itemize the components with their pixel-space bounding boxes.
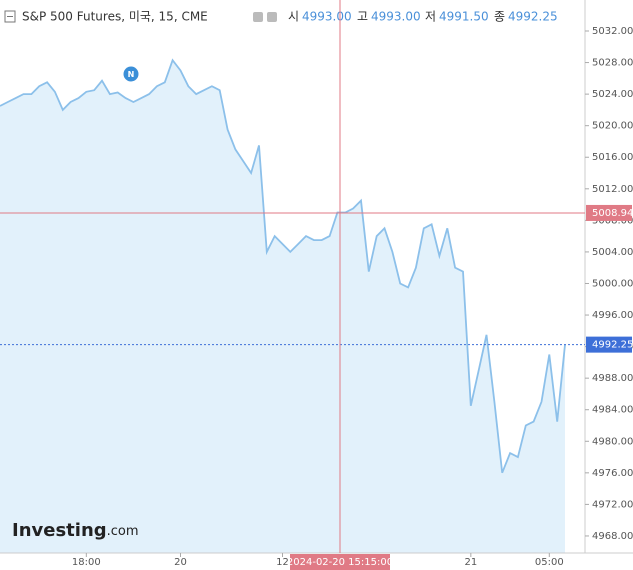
x-tick-label: 05:00 — [535, 557, 564, 568]
settings-icon[interactable] — [267, 12, 277, 22]
area-fill — [0, 60, 565, 553]
symbol-title: S&P 500 Futures, 미국, 15, CME — [22, 10, 208, 24]
y-tick-label: 5020.00 — [592, 121, 633, 132]
ohlc-label: 시 — [288, 10, 299, 24]
x-tick-label: 20 — [174, 557, 187, 568]
logo-suffix: .com — [107, 524, 139, 539]
y-tick-label: 4968.00 — [592, 531, 633, 542]
x-tick-label: 12 — [276, 557, 289, 568]
ohlc-value: 4991.50 — [439, 10, 489, 24]
ohlc-label: 저 — [425, 10, 436, 24]
ohlc-label: 종 — [494, 10, 505, 24]
y-tick-label: 4980.00 — [592, 436, 633, 447]
y-tick-label: 4976.00 — [592, 468, 633, 479]
ohlc-value: 4993.00 — [302, 10, 352, 24]
y-tick-label: 4984.00 — [592, 405, 633, 416]
plot-area — [0, 58, 566, 553]
last-price-box — [586, 336, 632, 353]
ohlc-value: 4992.25 — [508, 10, 558, 24]
y-tick-label: 5004.00 — [592, 247, 633, 258]
settings-icon[interactable] — [253, 12, 263, 22]
ohlc-value: 4993.00 — [371, 10, 421, 24]
y-tick-label: 5028.00 — [592, 58, 633, 69]
news-marker-label: N — [128, 70, 135, 79]
y-tick-label: 5032.00 — [592, 26, 633, 37]
collapse-icon[interactable] — [4, 10, 16, 23]
crosshair-y-box — [586, 204, 632, 221]
x-tick-label: 21 — [464, 557, 477, 568]
price-line — [0, 58, 566, 474]
last-price-label: 4992.25 — [592, 340, 633, 351]
y-tick-label: 4972.00 — [592, 499, 633, 510]
y-tick-label: 4996.00 — [592, 310, 633, 321]
crosshair-x-label: 2024-02-20 15:15:00 — [287, 557, 393, 568]
crosshair-x-box — [290, 554, 390, 570]
y-tick-label: 5016.00 — [592, 152, 633, 163]
logo-text: Investing — [12, 520, 107, 541]
ohlc-label: 고 — [357, 10, 368, 24]
crosshair-y-label: 5008.94 — [592, 208, 633, 219]
y-tick-label: 5024.00 — [592, 89, 633, 100]
y-tick-label: 4988.00 — [592, 373, 633, 384]
news-marker[interactable] — [123, 66, 139, 82]
logo: Investing.com — [12, 520, 139, 541]
y-tick-label: 5012.00 — [592, 184, 633, 195]
y-tick-label: 5000.00 — [592, 278, 633, 289]
x-tick-label: 18:00 — [72, 557, 101, 568]
